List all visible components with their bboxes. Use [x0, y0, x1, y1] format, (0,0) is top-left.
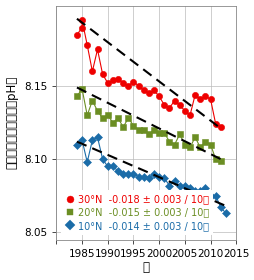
X-axis label: 年: 年	[142, 262, 149, 274]
Y-axis label: 水素イオン濃度指数（pH）: 水素イオン濃度指数（pH）	[6, 76, 19, 169]
Legend: 30°N  -0.018 ± 0.003 / 10年, 20°N  -0.015 ± 0.003 / 10年, 10°N  -0.014 ± 0.003 / 1: 30°N -0.018 ± 0.003 / 10年, 20°N -0.015 ±…	[61, 190, 212, 235]
